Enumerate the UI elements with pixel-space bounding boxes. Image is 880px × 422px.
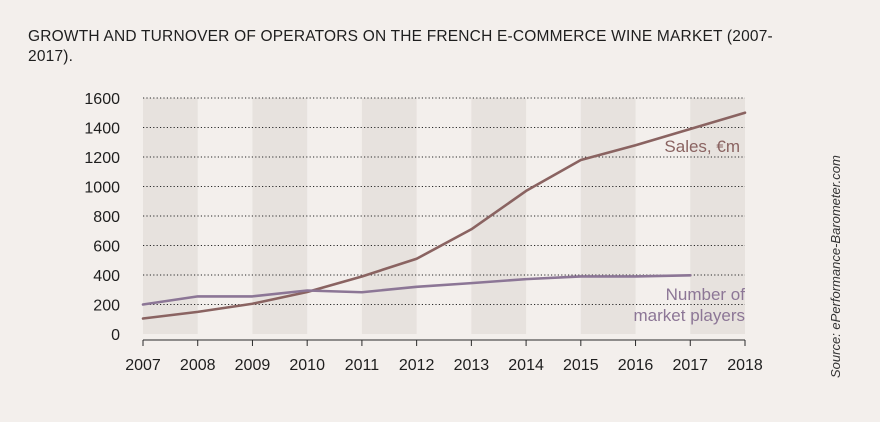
chart-title: GROWTH AND TURNOVER OF OPERATORS ON THE … <box>28 28 773 65</box>
y-tick-label: 600 <box>93 239 120 256</box>
y-tick-label: 1600 <box>84 91 120 108</box>
y-tick-label: 1200 <box>84 150 120 167</box>
x-tick-label: 2017 <box>672 357 708 374</box>
y-tick-label: 1400 <box>84 121 120 138</box>
x-tick-label: 2015 <box>563 357 599 374</box>
y-tick-label: 1000 <box>84 180 120 197</box>
x-tick-label: 2010 <box>289 357 325 374</box>
series-line-players <box>141 273 692 306</box>
x-tick-label: 2007 <box>125 357 161 374</box>
y-tick-label: 0 <box>111 327 120 344</box>
x-tick-label: 2009 <box>235 357 271 374</box>
x-tick-label: 2014 <box>508 357 544 374</box>
series-label-players: Number of <box>666 285 746 304</box>
series-label-sales: Sales, €m <box>664 137 740 156</box>
x-tick-label: 2016 <box>618 357 654 374</box>
y-tick-label: 200 <box>93 298 120 315</box>
x-tick-label: 2013 <box>454 357 490 374</box>
source-note: Source: ePerformance-Barometer.com <box>828 155 843 378</box>
x-tick-label: 2008 <box>180 357 216 374</box>
y-tick-label: 800 <box>93 209 120 226</box>
series-label-players: market players <box>634 306 745 325</box>
series-line-sales <box>141 111 747 320</box>
y-tick-label: 400 <box>93 268 120 285</box>
x-tick-label: 2012 <box>399 357 435 374</box>
x-tick-label: 2018 <box>727 357 763 374</box>
x-tick-label: 2011 <box>345 357 380 374</box>
